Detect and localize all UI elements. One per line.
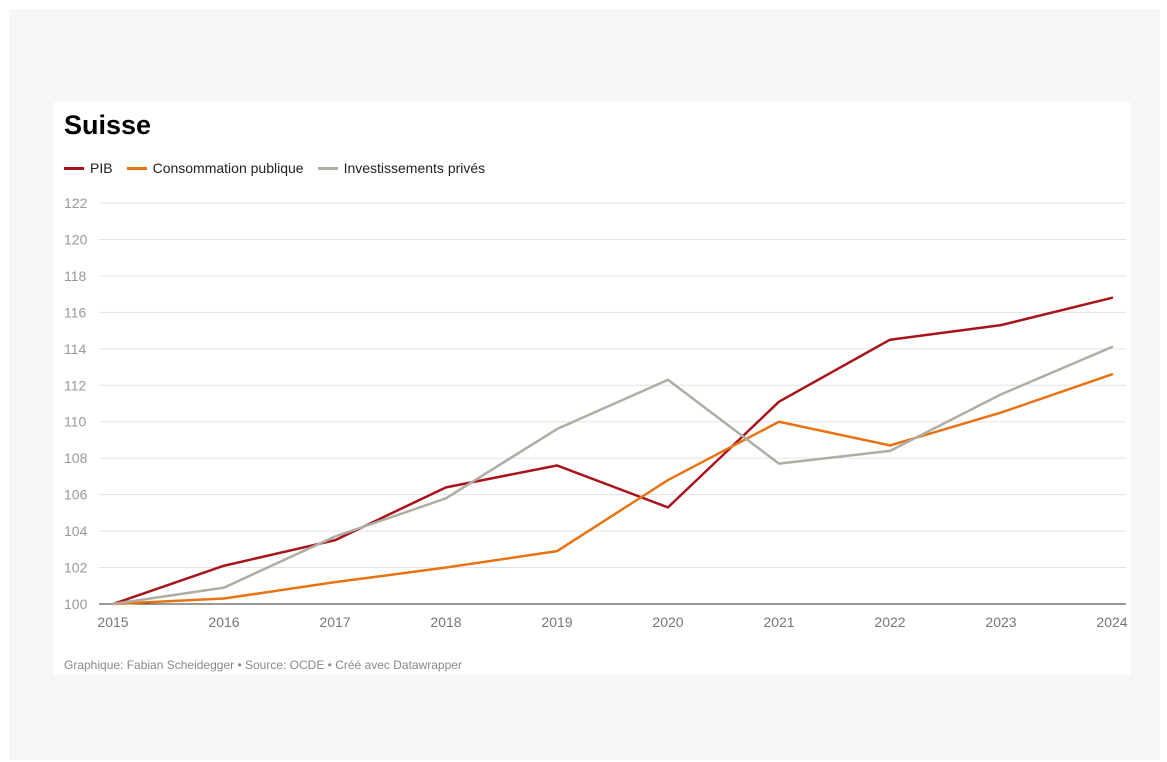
y-tick-label: 110 bbox=[64, 414, 87, 430]
legend-item: Investissements privés bbox=[317, 160, 486, 176]
x-tick-label: 2024 bbox=[1096, 614, 1127, 630]
x-tick-label: 2022 bbox=[874, 614, 905, 630]
chart-card: Suisse PIB Consommation publique Investiss… bbox=[54, 102, 1130, 675]
legend-label: Consommation publique bbox=[152, 160, 304, 176]
y-tick-label: 116 bbox=[64, 304, 87, 320]
x-tick-label: 2015 bbox=[97, 614, 128, 630]
series-lines bbox=[111, 296, 1114, 606]
x-tick-label: 2018 bbox=[430, 614, 461, 630]
chart-footer: Graphique: Fabian Scheidegger • Source: … bbox=[64, 658, 462, 672]
y-tick-label: 118 bbox=[64, 268, 87, 284]
legend-swatch bbox=[317, 166, 338, 170]
chart-legend: PIB Consommation publique Investissements … bbox=[64, 160, 499, 176]
legend-swatch bbox=[126, 166, 147, 170]
y-tick-label: 120 bbox=[64, 231, 88, 247]
chart-title: Suisse bbox=[64, 110, 152, 140]
x-tick-label: 2017 bbox=[319, 614, 350, 630]
y-axis-ticks: 100 102 104 106 108 110 112 114 116 118 120 122 bbox=[64, 195, 88, 612]
series-line-2 bbox=[111, 373, 1114, 606]
page-background: Suisse PIB Consommation publique Investiss… bbox=[9, 9, 1160, 760]
legend-label: PIB bbox=[90, 160, 113, 176]
y-tick-label: 106 bbox=[64, 487, 88, 503]
legend-swatch bbox=[64, 166, 84, 170]
series-line-3 bbox=[111, 345, 1114, 606]
x-tick-label: 2016 bbox=[208, 614, 239, 630]
x-axis-ticks: 2015 2016 2017 2018 2019 2020 2021 2022 2023 2024 bbox=[97, 614, 1127, 630]
line-chart: 100 102 104 106 108 110 112 114 116 118 120 122 201… bbox=[64, 195, 1128, 630]
legend-item: Consommation publique bbox=[126, 160, 304, 176]
y-tick-label: 122 bbox=[64, 195, 88, 211]
y-tick-label: 114 bbox=[64, 341, 87, 357]
x-tick-label: 2019 bbox=[541, 614, 572, 630]
y-tick-label: 108 bbox=[64, 450, 88, 466]
y-tick-label: 100 bbox=[64, 596, 88, 612]
x-tick-label: 2020 bbox=[652, 614, 683, 630]
x-tick-label: 2021 bbox=[763, 614, 794, 630]
y-tick-label: 112 bbox=[64, 377, 87, 393]
y-tick-label: 104 bbox=[64, 523, 88, 539]
legend-item: PIB bbox=[64, 160, 113, 176]
y-tick-label: 102 bbox=[64, 560, 88, 576]
legend-label: Investissements privés bbox=[343, 160, 486, 176]
series-line-1 bbox=[111, 296, 1114, 606]
x-tick-label: 2023 bbox=[985, 614, 1016, 630]
